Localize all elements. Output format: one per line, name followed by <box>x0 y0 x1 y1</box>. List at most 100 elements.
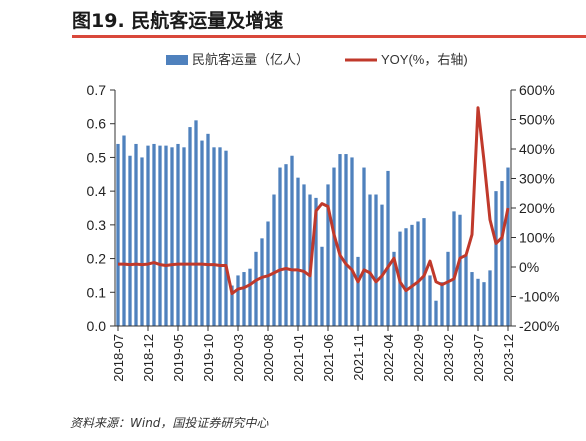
right-tick-label: -100% <box>519 289 559 305</box>
right-tick-label: -200% <box>519 318 559 334</box>
right-tick-label: 600% <box>519 82 555 98</box>
bar-2021-11 <box>356 256 360 326</box>
x-tick-label: 2023-02 <box>441 334 456 382</box>
bar-2023-10 <box>494 191 498 326</box>
bar-2023-11 <box>500 181 504 326</box>
bar-2019-10 <box>206 133 210 326</box>
title-underline <box>72 35 586 38</box>
bar-2020-02 <box>230 285 234 326</box>
bar-2021-05 <box>320 246 324 326</box>
x-tick-label: 2019-10 <box>201 334 216 382</box>
x-tick-label: 2020-03 <box>231 334 246 382</box>
bar-2019-04 <box>170 147 174 326</box>
bar-2019-12 <box>218 147 222 326</box>
right-tick-label: 400% <box>519 141 555 157</box>
bar-2020-01 <box>224 150 228 326</box>
bar-2020-07 <box>260 238 264 326</box>
x-tick-label: 2022-09 <box>411 334 426 382</box>
bar-2019-01 <box>152 143 156 326</box>
x-tick-label: 2022-04 <box>381 334 396 382</box>
left-tick-label: 0.0 <box>87 318 107 334</box>
bar-2021-09 <box>344 154 348 326</box>
x-tick-label: 2021-11 <box>351 334 366 381</box>
bar-2023-09 <box>488 270 492 326</box>
bar-2020-08 <box>266 221 270 326</box>
chart-axes: 0.0 0.1 0.2 0.3 0.4 0.5 0.6 0.7 -200% -100% 0% 100%… <box>87 82 560 382</box>
bar-2021-07 <box>332 167 336 326</box>
bar-2021-06 <box>326 184 330 326</box>
bar-2022-09 <box>416 221 420 326</box>
x-tick-label: 2018-12 <box>141 334 156 382</box>
bar-series <box>116 120 510 326</box>
bar-2019-02 <box>158 145 162 326</box>
bar-2023-01 <box>440 282 444 326</box>
x-tick-label: 2021-01 <box>291 334 306 382</box>
chart-legend: 民航客运量（亿人） YOY(%，右轴) <box>166 52 468 67</box>
bar-2021-12 <box>362 167 366 326</box>
bar-2023-04 <box>458 214 462 326</box>
right-tick-label: 0% <box>519 259 539 275</box>
x-tick-label: 2021-06 <box>321 334 336 382</box>
figure-title: 图19. 民航客运量及增速 <box>72 10 284 32</box>
bar-2022-08 <box>410 224 414 326</box>
right-tick-label: 100% <box>519 230 555 246</box>
bar-2021-10 <box>350 157 354 326</box>
bar-2023-05 <box>464 255 468 326</box>
yoy-line <box>118 106 510 296</box>
bar-2022-03 <box>380 204 384 326</box>
bar-2022-07 <box>404 228 408 326</box>
x-tick-label: 2023-12 <box>501 334 516 382</box>
bar-2019-07 <box>188 127 192 326</box>
bar-2018-07 <box>116 143 120 326</box>
bar-2021-02 <box>302 184 306 326</box>
bar-2018-12 <box>146 145 150 326</box>
bar-2021-01 <box>296 177 300 326</box>
left-tick-label: 0.2 <box>87 251 107 267</box>
bar-2023-03 <box>452 211 456 326</box>
source-note: 资料来源：Wind，国投证券研究中心 <box>70 416 269 430</box>
left-tick-label: 0.5 <box>87 149 107 165</box>
right-tick-label: 500% <box>519 112 555 128</box>
left-tick-label: 0.7 <box>87 82 107 98</box>
right-tick-label: 200% <box>519 200 555 216</box>
bar-2018-11 <box>140 157 144 326</box>
right-tick-label: 300% <box>519 171 555 187</box>
bar-2019-03 <box>164 145 168 326</box>
bar-2020-12 <box>290 155 294 326</box>
bar-2023-07 <box>476 278 480 326</box>
bar-2019-05 <box>176 143 180 326</box>
bar-2020-03 <box>236 275 240 326</box>
bar-2020-06 <box>254 251 258 326</box>
left-tick-label: 0.3 <box>87 217 107 233</box>
bar-2020-11 <box>284 164 288 326</box>
bar-2018-09 <box>128 155 132 326</box>
x-tick-label: 2023-07 <box>471 334 486 382</box>
bar-2020-05 <box>248 268 252 326</box>
bar-2022-01 <box>368 194 372 326</box>
bar-2019-11 <box>212 147 216 326</box>
x-tick-label: 2020-08 <box>261 334 276 382</box>
bar-2021-08 <box>338 154 342 326</box>
x-tick-label: 2019-05 <box>171 334 186 382</box>
bar-2019-08 <box>194 120 198 326</box>
x-tick-label: 2018-07 <box>111 334 126 382</box>
bar-2020-04 <box>242 272 246 326</box>
bar-2018-08 <box>122 135 126 326</box>
bar-2020-10 <box>278 167 282 326</box>
bar-2018-10 <box>134 143 138 326</box>
bar-2022-02 <box>374 194 378 326</box>
bar-2020-09 <box>272 194 276 326</box>
bar-2023-06 <box>470 272 474 326</box>
bar-2019-06 <box>182 147 186 326</box>
legend-bar-swatch <box>166 55 188 65</box>
bar-2022-11 <box>428 275 432 326</box>
bar-2023-12 <box>506 167 510 326</box>
left-tick-label: 0.6 <box>87 116 107 132</box>
left-tick-label: 0.1 <box>87 284 107 300</box>
bar-2022-12 <box>434 300 438 326</box>
bar-2022-05 <box>392 251 396 326</box>
left-tick-label: 0.4 <box>87 183 107 199</box>
bar-2019-09 <box>200 140 204 326</box>
bar-2021-04 <box>314 197 318 326</box>
bar-2022-04 <box>386 170 390 326</box>
